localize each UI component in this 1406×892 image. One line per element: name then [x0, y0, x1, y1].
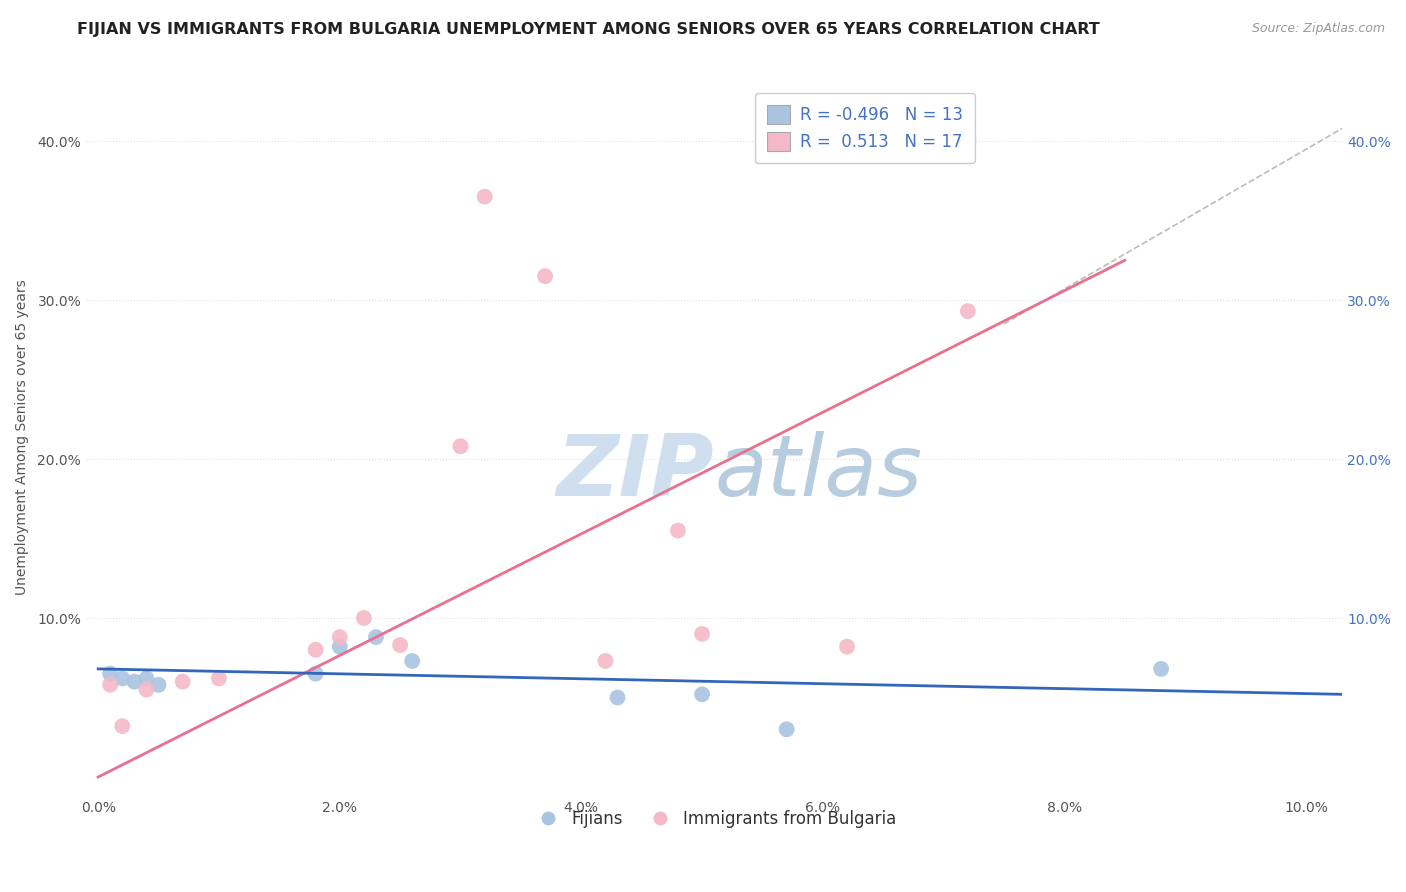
Point	[304, 642, 326, 657]
Point	[401, 654, 423, 668]
Point	[135, 682, 157, 697]
Point	[135, 672, 157, 686]
Text: ZIP: ZIP	[557, 431, 714, 514]
Point	[98, 678, 121, 692]
Text: atlas: atlas	[714, 431, 922, 514]
Point	[148, 678, 170, 692]
Point	[474, 189, 496, 203]
Point	[389, 638, 412, 652]
Point	[329, 640, 352, 654]
Text: FIJIAN VS IMMIGRANTS FROM BULGARIA UNEMPLOYMENT AMONG SENIORS OVER 65 YEARS CORR: FIJIAN VS IMMIGRANTS FROM BULGARIA UNEMP…	[77, 22, 1099, 37]
Point	[98, 666, 121, 681]
Point	[111, 672, 134, 686]
Point	[329, 630, 352, 644]
Point	[690, 627, 713, 641]
Legend: Fijians, Immigrants from Bulgaria: Fijians, Immigrants from Bulgaria	[524, 803, 903, 835]
Point	[666, 524, 689, 538]
Point	[690, 687, 713, 701]
Point	[172, 674, 194, 689]
Point	[956, 304, 979, 318]
Point	[450, 439, 472, 453]
Point	[353, 611, 375, 625]
Y-axis label: Unemployment Among Seniors over 65 years: Unemployment Among Seniors over 65 years	[15, 279, 30, 595]
Point	[606, 690, 628, 705]
Point	[304, 666, 326, 681]
Point	[835, 640, 858, 654]
Point	[364, 630, 387, 644]
Point	[1150, 662, 1173, 676]
Point	[111, 719, 134, 733]
Point	[595, 654, 617, 668]
Point	[124, 674, 146, 689]
Point	[775, 723, 797, 737]
Point	[208, 672, 231, 686]
Text: Source: ZipAtlas.com: Source: ZipAtlas.com	[1251, 22, 1385, 36]
Point	[534, 269, 557, 284]
